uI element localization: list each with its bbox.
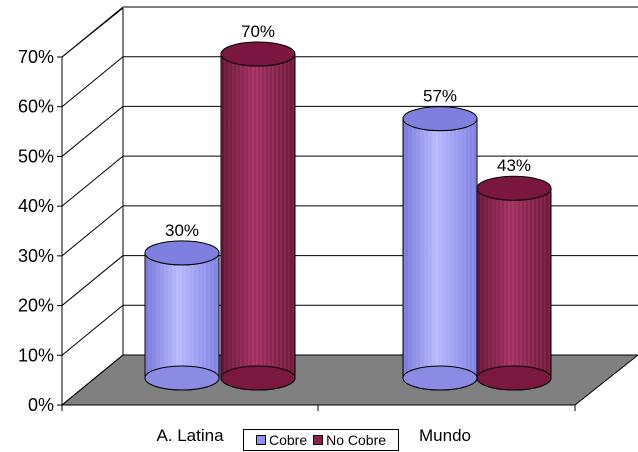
y-tick-label: 30% bbox=[18, 246, 54, 266]
axis-layer: 0% 10% 20% 30% 40% 50% 60% 70% A. Latina Mundo bbox=[18, 7, 576, 445]
legend-label-no-cobre: No Cobre bbox=[326, 432, 387, 448]
left-wall bbox=[62, 8, 123, 405]
data-label: 43% bbox=[497, 156, 531, 175]
bar-top-ellipse bbox=[220, 41, 296, 67]
gridline-diagonal bbox=[61, 255, 124, 306]
bar-cobre-0-440 bbox=[402, 106, 478, 391]
y-tick-label: 10% bbox=[18, 345, 54, 365]
legend-swatch-cobre bbox=[255, 435, 266, 445]
bar-top-ellipse bbox=[476, 175, 552, 201]
data-label: 57% bbox=[423, 87, 457, 106]
y-tick-label: 60% bbox=[18, 97, 54, 117]
legend-label-cobre: Cobre bbox=[268, 432, 308, 448]
bar-bottom-ellipse bbox=[220, 365, 296, 391]
bar-top-ellipse bbox=[402, 106, 478, 132]
y-tick-label: 0% bbox=[28, 395, 54, 415]
legend-item-cobre: Cobre bbox=[255, 432, 308, 448]
bar-layer bbox=[144, 41, 552, 391]
legend: Cobre No Cobre bbox=[243, 429, 399, 451]
gridline-diagonal bbox=[61, 106, 124, 157]
gridline-diagonal bbox=[61, 354, 124, 406]
bar-stripes bbox=[403, 118, 478, 390]
data-label: 70% bbox=[241, 22, 275, 41]
bar-cobre-0-182 bbox=[144, 240, 220, 391]
legend-item-no-cobre: No Cobre bbox=[313, 433, 386, 447]
left-wall-top-edge bbox=[61, 7, 124, 58]
label-layer: 30% 70% 57% 43% bbox=[165, 22, 531, 240]
bar-stripes bbox=[221, 54, 295, 390]
bar-bottom-ellipse bbox=[144, 365, 220, 391]
gridline-diagonal bbox=[61, 155, 124, 207]
data-label: 30% bbox=[165, 221, 199, 240]
y-tick-label: 50% bbox=[18, 146, 54, 166]
y-tick-label: 40% bbox=[18, 196, 54, 216]
bar-stripes bbox=[145, 252, 219, 390]
bar-stripes bbox=[477, 188, 551, 390]
gridline-diagonal bbox=[61, 304, 124, 356]
y-tick-label: 20% bbox=[18, 296, 54, 316]
bar-top-ellipse bbox=[144, 240, 220, 266]
x-tick-label: Mundo bbox=[419, 426, 471, 445]
bar-no-cobre-1-514 bbox=[476, 175, 552, 391]
bar-bottom-ellipse bbox=[402, 365, 478, 391]
legend-swatch-no-cobre bbox=[313, 435, 324, 445]
bar-bottom-ellipse bbox=[476, 365, 552, 391]
gridline-diagonal bbox=[61, 205, 124, 257]
bar-no-cobre-1-258 bbox=[220, 41, 296, 391]
y-tick-label: 70% bbox=[18, 47, 54, 67]
gridline-diagonal bbox=[61, 56, 124, 108]
x-tick-label: A. Latina bbox=[156, 426, 224, 445]
